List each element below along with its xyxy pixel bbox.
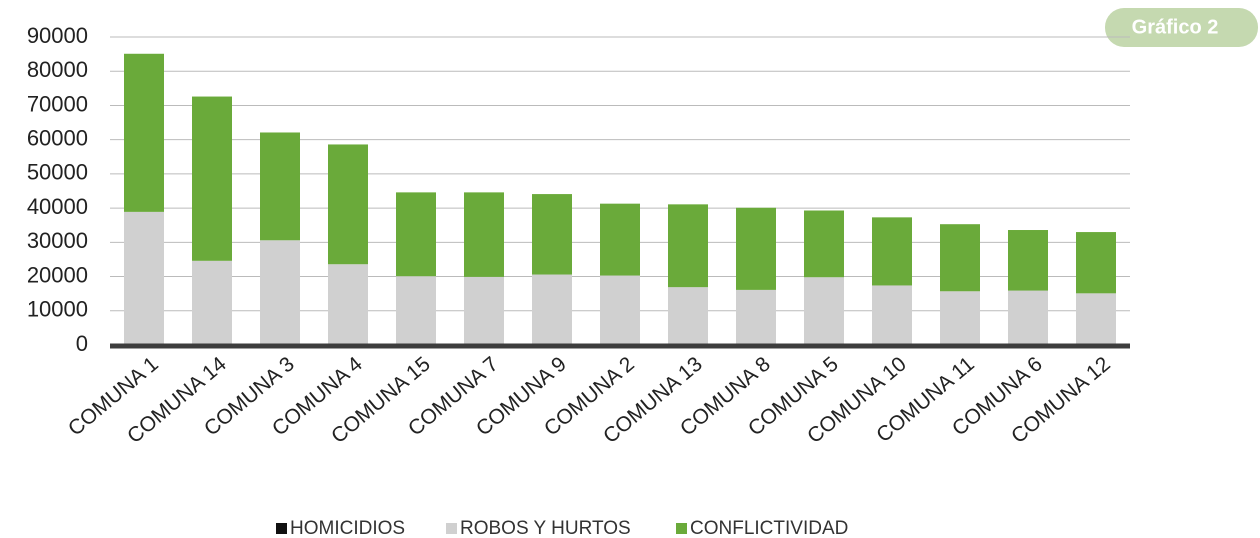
- bar-segment: [192, 260, 232, 345]
- bar-segment: [124, 53, 164, 212]
- bar-segment: [464, 192, 504, 277]
- bar-segment: [1076, 232, 1116, 294]
- bar-segment: [396, 276, 436, 345]
- bar-segment: [532, 194, 572, 275]
- bar-segment: [124, 211, 164, 345]
- y-tick-label: 40000: [27, 194, 88, 219]
- bar-segment: [260, 132, 300, 241]
- badge: Gráfico 2: [1132, 16, 1219, 38]
- badge-bg: [1105, 8, 1258, 47]
- bar-segment: [192, 96, 232, 261]
- bar-segment: [1076, 293, 1116, 345]
- bar-segment: [532, 274, 572, 345]
- bar-segment: [736, 207, 776, 290]
- y-tick-label: 60000: [27, 125, 88, 150]
- legend-label: CONFLICTIVIDAD: [690, 518, 848, 538]
- legend-swatch: [676, 523, 687, 534]
- y-tick-label: 10000: [27, 297, 88, 322]
- bar-segment: [736, 289, 776, 345]
- bar-segment: [668, 287, 708, 345]
- y-tick-label: 20000: [27, 262, 88, 287]
- bar-segment: [1008, 290, 1048, 345]
- legend-label: HOMICIDIOS: [290, 518, 405, 538]
- bar-segment: [600, 275, 640, 345]
- bar-segment: [328, 144, 368, 265]
- legend-swatch: [276, 523, 287, 534]
- y-tick-label: 0: [76, 331, 88, 356]
- bar-segment: [940, 291, 980, 345]
- bar-segment: [940, 224, 980, 292]
- bar-segment: [804, 210, 844, 278]
- y-tick-label: 70000: [27, 91, 88, 116]
- y-tick-label: 30000: [27, 228, 88, 253]
- y-tick-label: 90000: [27, 23, 88, 48]
- bar-segment: [260, 240, 300, 345]
- y-tick-label: 50000: [27, 160, 88, 185]
- bar-segment: [396, 192, 436, 277]
- bar-segment: [872, 217, 912, 286]
- legend-swatch: [446, 523, 457, 534]
- bar-segment: [668, 204, 708, 288]
- bar-segment: [1008, 230, 1048, 291]
- bar-segment: [804, 277, 844, 345]
- bar-segment: [464, 276, 504, 345]
- legend-label: ROBOS Y HURTOS: [460, 518, 631, 538]
- y-tick-label: 80000: [27, 57, 88, 82]
- bar-segment: [328, 264, 368, 345]
- bar-segment: [872, 285, 912, 345]
- bar-segment: [600, 203, 640, 276]
